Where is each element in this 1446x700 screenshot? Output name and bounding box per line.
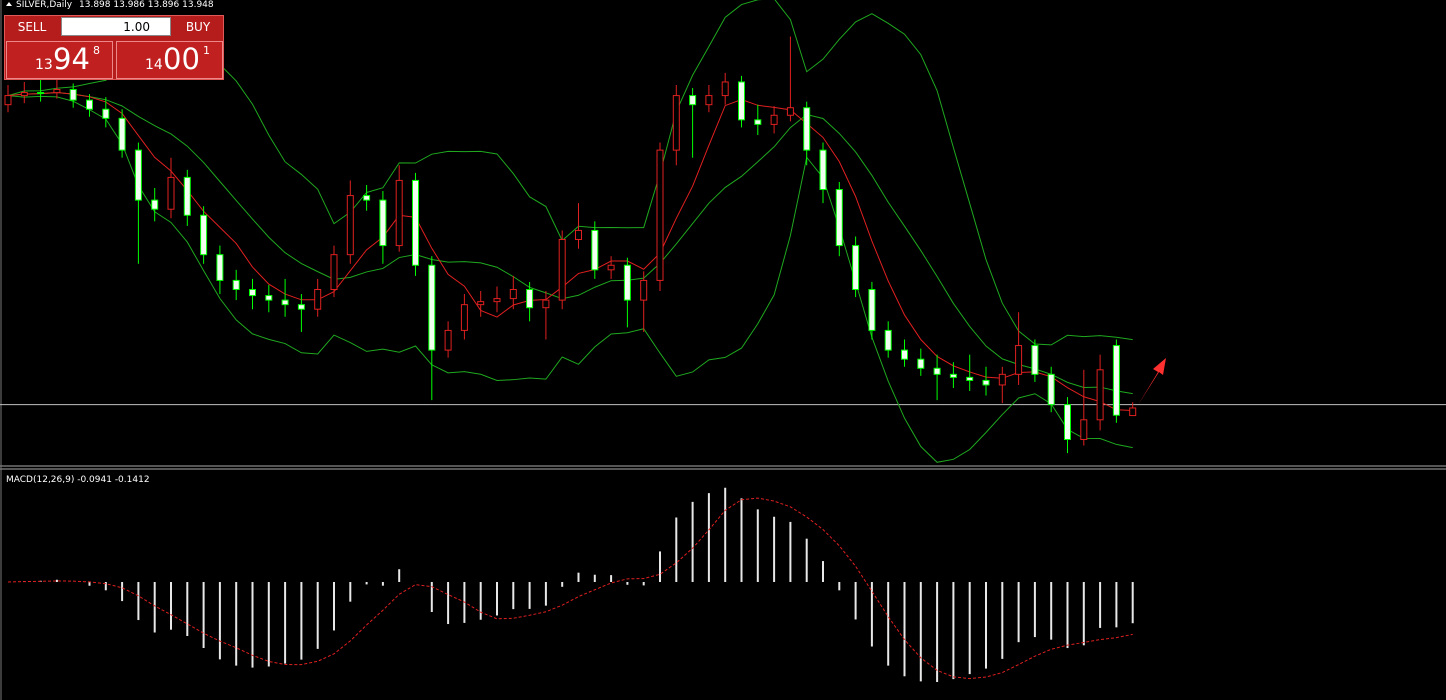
- macd-label: MACD(12,26,9) -0.0941 -0.1412: [6, 475, 150, 485]
- candle-body: [558, 239, 566, 301]
- candle-body: [102, 108, 110, 119]
- candle-body: [901, 349, 908, 360]
- candle-body: [770, 114, 778, 125]
- candle-body: [607, 264, 615, 271]
- candle-body: [1112, 345, 1120, 416]
- lot-value: 1.00: [123, 20, 150, 34]
- candle-body: [868, 289, 876, 331]
- candle-body: [803, 107, 811, 151]
- candle-body: [379, 199, 387, 247]
- candle-body: [1064, 404, 1071, 440]
- candle-body: [460, 304, 468, 331]
- candle-body: [134, 149, 142, 201]
- candle-body: [297, 304, 305, 310]
- sell-button[interactable]: SELL: [17, 20, 47, 34]
- price-suffix: 1: [203, 44, 210, 57]
- candle-body: [835, 189, 843, 247]
- candle-body: [933, 367, 941, 375]
- candle-body: [819, 149, 827, 191]
- candle-body: [86, 99, 93, 110]
- lot-input[interactable]: 1.00: [61, 17, 171, 36]
- candle-body: [852, 245, 860, 291]
- candle-body: [949, 373, 957, 378]
- high: 13.986: [113, 0, 145, 10]
- candle-body: [493, 298, 501, 303]
- candle-body: [721, 81, 729, 97]
- chart-title: SILVER,Daily 13.898 13.986 13.896 13.948: [16, 0, 214, 10]
- price-main: 94: [53, 42, 90, 76]
- bollinger-lower: [7, 95, 1133, 463]
- candle-body: [363, 195, 371, 201]
- candle-body: [672, 95, 680, 151]
- moving-average: [7, 92, 1133, 411]
- candle-body: [4, 95, 12, 106]
- candle-body: [591, 229, 599, 271]
- candle-body: [689, 95, 697, 106]
- candle-body: [754, 119, 762, 125]
- candle-body: [477, 301, 485, 306]
- candle-body: [509, 289, 517, 300]
- candle-body: [656, 149, 664, 281]
- candle-body: [37, 92, 45, 95]
- candle-body: [428, 264, 436, 351]
- price-main: 00: [163, 42, 200, 76]
- macd-signal: [7, 497, 1133, 680]
- candle-body: [69, 89, 77, 101]
- low: 13.896: [148, 0, 180, 10]
- candle-body: [623, 264, 631, 301]
- candle-body: [167, 176, 175, 210]
- candle-body: [395, 179, 403, 247]
- candle-body: [151, 199, 159, 210]
- symbol: SILVER,Daily: [16, 0, 73, 10]
- candle-body: [705, 95, 713, 106]
- candle-body: [183, 176, 191, 216]
- candle-body: [281, 299, 289, 306]
- candle-body: [640, 279, 648, 301]
- candle-body: [232, 279, 240, 291]
- candle-body: [1047, 373, 1055, 406]
- candle-body: [966, 376, 974, 381]
- candle-body: [412, 179, 419, 266]
- candle-body: [1096, 369, 1104, 421]
- candle-body: [998, 373, 1006, 386]
- candle-body: [346, 195, 354, 256]
- candle-body: [118, 117, 126, 151]
- one-click-trading-panel: SELL BUY 1.00 13 94 8 14 00 1: [4, 15, 224, 80]
- candle-body: [542, 299, 550, 309]
- bollinger-middle: [7, 92, 1133, 395]
- candle-body: [1080, 419, 1088, 440]
- candle-body: [1129, 407, 1137, 417]
- close: 13.948: [182, 0, 214, 10]
- candle-body: [249, 289, 256, 297]
- candle-body: [20, 92, 28, 97]
- candle-body: [917, 358, 925, 369]
- price-prefix: 14: [145, 57, 163, 73]
- candle-body: [200, 214, 208, 256]
- candle-body: [216, 254, 224, 281]
- collapse-icon[interactable]: [6, 2, 12, 6]
- buy-button[interactable]: BUY: [185, 20, 211, 34]
- candle-body: [444, 329, 452, 351]
- trend-arrow: [1138, 358, 1166, 405]
- sell-price[interactable]: 13 94 8: [6, 41, 113, 79]
- candle-body: [982, 379, 990, 386]
- buy-price[interactable]: 14 00 1: [116, 41, 223, 79]
- candle-body: [575, 229, 582, 241]
- candle-body: [526, 289, 534, 309]
- candle-body: [53, 89, 61, 94]
- candle-body: [265, 295, 273, 301]
- candle-body: [314, 289, 322, 310]
- candle-body: [884, 329, 892, 351]
- candle-body: [738, 81, 745, 121]
- price-prefix: 13: [35, 57, 53, 73]
- candle-body: [1031, 345, 1039, 375]
- candle-body: [786, 107, 794, 116]
- candle-body: [1015, 345, 1023, 375]
- price-suffix: 8: [93, 44, 100, 57]
- open: 13.898: [79, 0, 111, 10]
- candle-body: [330, 254, 338, 291]
